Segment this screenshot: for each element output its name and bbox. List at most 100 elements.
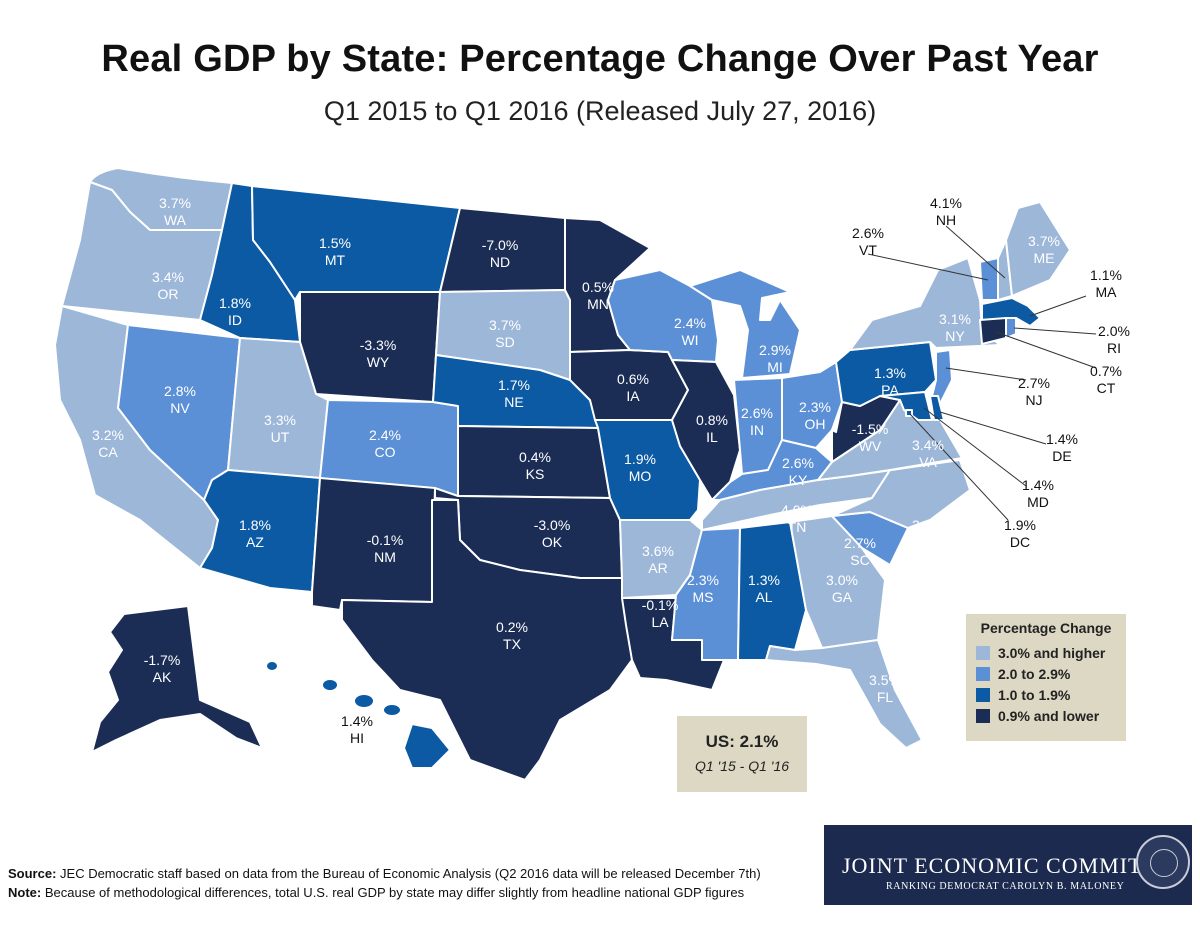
source-label: Source: <box>8 866 57 881</box>
state-MI <box>689 269 801 379</box>
state-value-NV: 2.8% <box>164 383 196 399</box>
state-label-WA: 3.7% WA <box>159 195 191 228</box>
state-label-NJ: 2.7% NJ <box>1018 375 1050 408</box>
state-abbr-MD: MD <box>1027 494 1049 510</box>
state-label-MS: 2.3% MS <box>687 572 719 605</box>
legend-title: Percentage Change <box>980 620 1112 636</box>
state-value-KS: 0.4% <box>519 449 551 465</box>
state-label-NV: 2.8% NV <box>164 383 196 416</box>
state-value-LA: -0.1% <box>642 597 679 613</box>
state-abbr-KY: KY <box>789 472 808 488</box>
state-label-WI: 2.4% WI <box>674 315 706 348</box>
state-value-TX: 0.2% <box>496 619 528 635</box>
state-abbr-CO: CO <box>375 444 396 460</box>
state-NC <box>831 459 971 529</box>
leader-DE <box>939 411 1047 445</box>
state-abbr-WV: WV <box>859 438 882 454</box>
legend-swatch <box>976 666 990 681</box>
state-abbr-SD: SD <box>495 334 514 350</box>
state-value-AR: 3.6% <box>642 543 674 559</box>
state-value-NY: 3.1% <box>939 311 971 327</box>
state-value-AZ: 1.8% <box>239 517 271 533</box>
state-label-NY: 3.1% NY <box>939 311 971 344</box>
state-label-MD: 1.4% MD <box>1022 477 1054 510</box>
leader-RI <box>1013 327 1097 335</box>
state-TX <box>341 499 633 781</box>
legend-swatch <box>976 645 990 660</box>
state-value-IA: 0.6% <box>617 371 649 387</box>
state-value-MD: 1.4% <box>1022 477 1054 493</box>
state-abbr-AZ: AZ <box>246 534 264 550</box>
state-label-GA: 3.0% GA <box>826 572 858 605</box>
us-gdp-period: Q1 '15 - Q1 '16 <box>694 758 790 774</box>
state-abbr-HI: HI <box>350 730 364 746</box>
state-AK <box>91 605 263 753</box>
state-value-RI: 2.0% <box>1098 323 1130 339</box>
state-value-SC: 2.7% <box>844 535 876 551</box>
state-label-AL: 1.3% AL <box>748 572 780 605</box>
state-value-CA: 3.2% <box>92 427 124 443</box>
state-label-UT: 3.3% UT <box>264 412 296 445</box>
state-abbr-MT: MT <box>325 252 346 268</box>
state-value-SD: 3.7% <box>489 317 521 333</box>
state-abbr-FL: FL <box>877 689 894 705</box>
state-abbr-MA: MA <box>1096 284 1118 300</box>
state-abbr-GA: GA <box>832 589 853 605</box>
state-label-MA: 1.1% MA <box>1090 267 1122 300</box>
state-label-NH: 4.1% NH <box>930 195 962 228</box>
state-abbr-RI: RI <box>1107 340 1121 356</box>
state-value-MI: 2.9% <box>759 342 791 358</box>
state-NY <box>849 257 1001 351</box>
state-abbr-WY: WY <box>367 354 390 370</box>
state-label-IA: 0.6% IA <box>617 371 649 404</box>
state-label-VT: 2.6% VT <box>852 225 884 258</box>
state-value-MN: 0.5% <box>582 279 614 295</box>
state-abbr-NC: NC <box>918 534 938 550</box>
jec-logo-title: JOINT ECONOMIC COMMITTEE <box>842 853 1186 878</box>
state-HI <box>265 660 451 769</box>
state-value-NM: -0.1% <box>367 532 404 548</box>
state-label-KS: 0.4% KS <box>519 449 551 482</box>
state-abbr-OK: OK <box>542 534 563 550</box>
legend-label: 1.0 to 1.9% <box>998 686 1071 703</box>
state-abbr-ID: ID <box>228 312 242 328</box>
state-label-WY: -3.3% WY <box>360 337 397 370</box>
state-abbr-VT: VT <box>859 242 877 258</box>
state-value-WI: 2.4% <box>674 315 706 331</box>
state-value-VT: 2.6% <box>852 225 884 241</box>
legend-swatch <box>976 687 990 702</box>
state-value-OH: 2.3% <box>799 399 831 415</box>
state-value-ID: 1.8% <box>219 295 251 311</box>
state-label-WV: -1.5% WV <box>852 421 889 454</box>
legend-label: 2.0 to 2.9% <box>998 665 1071 682</box>
state-value-DE: 1.4% <box>1046 431 1078 447</box>
leader-NH <box>945 225 1006 279</box>
state-value-MO: 1.9% <box>624 451 656 467</box>
state-value-CT: 0.7% <box>1090 363 1122 379</box>
state-label-AR: 3.6% AR <box>642 543 674 576</box>
state-ME <box>1005 201 1071 297</box>
state-value-IL: 0.8% <box>696 412 728 428</box>
state-label-IL: 0.8% IL <box>696 412 728 445</box>
state-abbr-MI: MI <box>767 359 783 375</box>
state-label-NC: 3.1% NC <box>912 517 944 550</box>
state-value-MT: 1.5% <box>319 235 351 251</box>
state-abbr-OH: OH <box>805 416 826 432</box>
state-value-GA: 3.0% <box>826 572 858 588</box>
state-value-KY: 2.6% <box>782 455 814 471</box>
state-abbr-AK: AK <box>153 669 172 685</box>
state-value-DC: 1.9% <box>1004 517 1036 533</box>
state-abbr-IN: IN <box>750 422 764 438</box>
state-abbr-NY: NY <box>945 328 965 344</box>
legend: Percentage Change 3.0% and higher 2.0 to… <box>966 614 1126 741</box>
state-abbr-TN: TN <box>788 519 807 535</box>
state-value-TN: 4.0% <box>781 502 813 518</box>
state-value-VA: 3.4% <box>912 437 944 453</box>
state-label-AK: -1.7% AK <box>144 652 181 685</box>
state-RI <box>1005 317 1017 339</box>
state-label-FL: 3.5% FL <box>869 672 901 705</box>
leader-DC <box>909 413 1009 521</box>
state-value-NH: 4.1% <box>930 195 962 211</box>
state-label-MO: 1.9% MO <box>624 451 656 484</box>
